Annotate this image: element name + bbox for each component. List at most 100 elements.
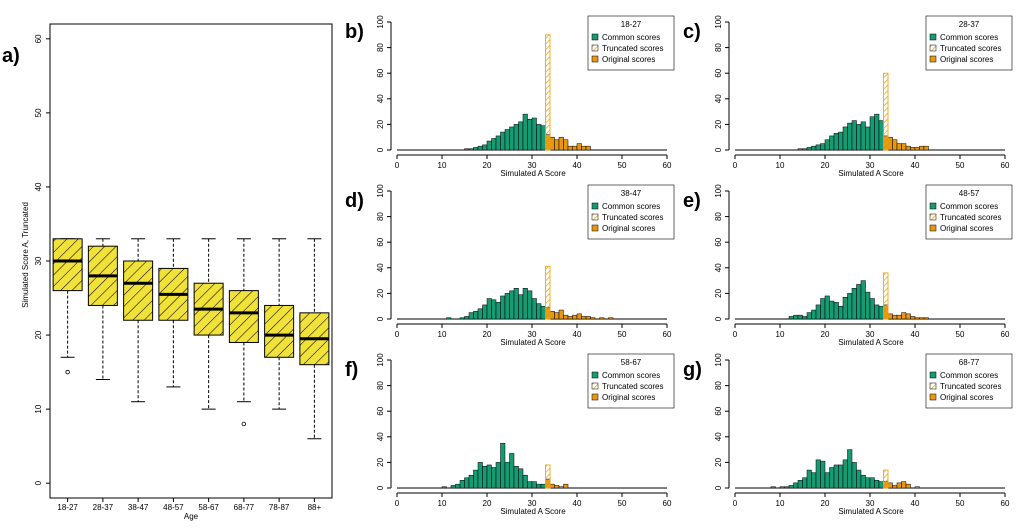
panel-e-x-axis-title: Simulated A Score [838, 338, 904, 347]
panel-g-y-tick-label-5: 100 [714, 353, 723, 367]
panel-d-legend-truncated: Truncated scores [602, 213, 664, 222]
panel-g-common-bar-11 [824, 472, 830, 489]
panel-d-original-bar-12 [608, 317, 614, 320]
panel-b-common-bar-4 [482, 144, 488, 151]
panel-e-common-bar-0 [788, 316, 794, 320]
panel-b-legend-box [587, 15, 675, 71]
panel-c-legend-swatch-truncated [929, 44, 937, 52]
panel-d-original-bar-8 [581, 316, 587, 320]
panel-c-common-bar-3 [811, 145, 817, 151]
panel-f-common-bar-16 [518, 468, 524, 489]
panel-e-axes: 0 20 40 60 80 100 0 10 20 30 40 50 60 [714, 184, 1010, 339]
panel-c-common-bar-1 [802, 148, 808, 151]
panel-c-original-bar-1 [887, 136, 893, 151]
panel-e-common-bar-3 [802, 316, 808, 320]
panel-f-common-bar-18 [527, 481, 533, 489]
panel-d-original-bar-4 [563, 314, 569, 320]
panel-c-original-bar-2 [892, 139, 898, 151]
panel-d-y-tick-label-3: 60 [376, 237, 385, 246]
panel-g-legend-common: Common scores [940, 371, 998, 380]
panel-e-legend-box [925, 184, 1013, 240]
box-body [123, 260, 154, 321]
panel-d-x-tick-label-3: 30 [528, 330, 537, 339]
panel-b-original-bar-1 [549, 136, 555, 151]
panel-b-y-tick-label-5: 100 [376, 15, 385, 29]
panel-c-original-bar-9 [923, 145, 929, 151]
box-outlier-0 [65, 369, 70, 375]
panel-f-common-bar-14 [509, 453, 515, 489]
panel-f-y-tick-label-5: 100 [376, 353, 385, 367]
panel-f-x-tick-label-0: 0 [395, 499, 400, 508]
panel-g-x-tick-label-4: 40 [911, 499, 920, 508]
panel-e-original-bar-1 [887, 313, 893, 320]
panel-f-common-bar-13 [504, 462, 510, 489]
panel-b-common-bar-8 [500, 131, 506, 151]
boxplot-x-tick-label-5: 68-77 [234, 503, 255, 512]
panel-d-x-tick-label-5: 50 [618, 330, 627, 339]
panel-e-common-bar-9 [829, 300, 835, 320]
panel-f-common-bar-11 [495, 462, 501, 489]
panel-e-truncated-bar [883, 272, 889, 320]
panel-e-original-bar-9 [923, 317, 929, 320]
boxplot-x-tick-label-3: 48-57 [163, 503, 184, 512]
panel-c-common-bar-17 [874, 113, 880, 151]
panel-b-common-bar-12 [518, 121, 524, 151]
panel-f-x-tick-label-3: 30 [528, 499, 537, 508]
panel-g-common-bar-14 [838, 464, 844, 489]
panel-d-legend-swatch-common [591, 202, 599, 210]
panel-b-legend-swatch-original [591, 55, 599, 63]
panel-f-common-bar-3 [459, 480, 465, 489]
panel-c-common-bar-16 [869, 116, 875, 151]
panel-g-original-bar-3 [896, 482, 902, 489]
panel-c-common-bar-18 [878, 120, 884, 151]
panel-b-common-bar-14 [527, 119, 533, 151]
panel-g-legend-swatch-truncated [929, 382, 937, 390]
panel-c-common-bar-14 [860, 121, 866, 151]
box-body [228, 290, 259, 343]
boxplot-panel-age: a) Simulated Score A, Truncated Age 0 10 2… [2, 23, 333, 521]
panel-b-legend-original: Original scores [602, 55, 655, 64]
panel-f-y-tick-label-4: 80 [376, 381, 385, 390]
panel-b-common-bar-1 [468, 148, 474, 151]
boxplot-x-tick-label-7: 88+ [308, 503, 322, 512]
panel-g-x-axis-title: Simulated A Score [838, 507, 904, 516]
panel-c-x-tick-label-4: 40 [911, 161, 920, 170]
panel-g-common-bar-9 [815, 459, 821, 489]
panel-g-common-bar-12 [829, 467, 835, 489]
panel-g-legend-box [925, 353, 1013, 409]
panel-e-original-bar-2 [892, 314, 898, 320]
panel-b-common-bar-17 [540, 125, 546, 151]
boxplot-x-ticks: 18-27 28-37 38-47 48-57 58-67 68-77 78-87 88+ [57, 498, 321, 512]
panel-g-legend-title: 68-77 [959, 358, 980, 367]
histogram-panel-38-47: d) Simulated A Score 0 20 40 60 80 100 0 10 20 30… [345, 184, 675, 347]
panel-c-legend-truncated: Truncated scores [940, 44, 1002, 53]
panel-c-legend-common: Common scores [940, 33, 998, 42]
panel-c-common-bar-15 [865, 126, 871, 151]
panel-d-original-bar-9 [585, 316, 591, 320]
panel-d-legend: 38-47 Common scores Truncated scores Ori… [587, 184, 675, 240]
panel-b-legend-swatch-truncated [591, 44, 599, 52]
panel-b-original-bar-3 [558, 136, 564, 151]
panel-g-common-bar-16 [847, 449, 853, 489]
panel-label-a: a) [2, 45, 20, 67]
panel-c-legend-original: Original scores [940, 55, 993, 64]
panel-c-common-bar-12 [851, 120, 857, 151]
panel-e-y-tick-label-2: 40 [714, 263, 723, 272]
panel-d-common-bar-3 [468, 312, 474, 320]
panel-b-y-tick-label-2: 40 [376, 94, 385, 103]
panel-d-legend-box [587, 184, 675, 240]
panel-e-original-bar-4 [901, 312, 907, 320]
panel-e-y-tick-label-5: 100 [714, 184, 723, 198]
panel-c-legend: 28-37 Common scores Truncated scores Ori… [925, 15, 1013, 71]
boxplot-x-tick-label-1: 28-37 [93, 503, 114, 512]
panel-b-original-bar-6 [572, 145, 578, 151]
panel-g-x-tick-label-2: 20 [821, 499, 830, 508]
panel-e-legend-title: 48-57 [959, 189, 980, 198]
panel-g-common-bar-19 [860, 474, 866, 489]
panel-b-x-tick-label-3: 30 [528, 161, 537, 170]
panel-f-legend-swatch-original [591, 393, 599, 401]
panel-b-common-bar-7 [495, 135, 501, 151]
panel-d-common-bar-0 [446, 317, 452, 320]
panel-b-x-axis-title: Simulated A Score [500, 169, 566, 178]
